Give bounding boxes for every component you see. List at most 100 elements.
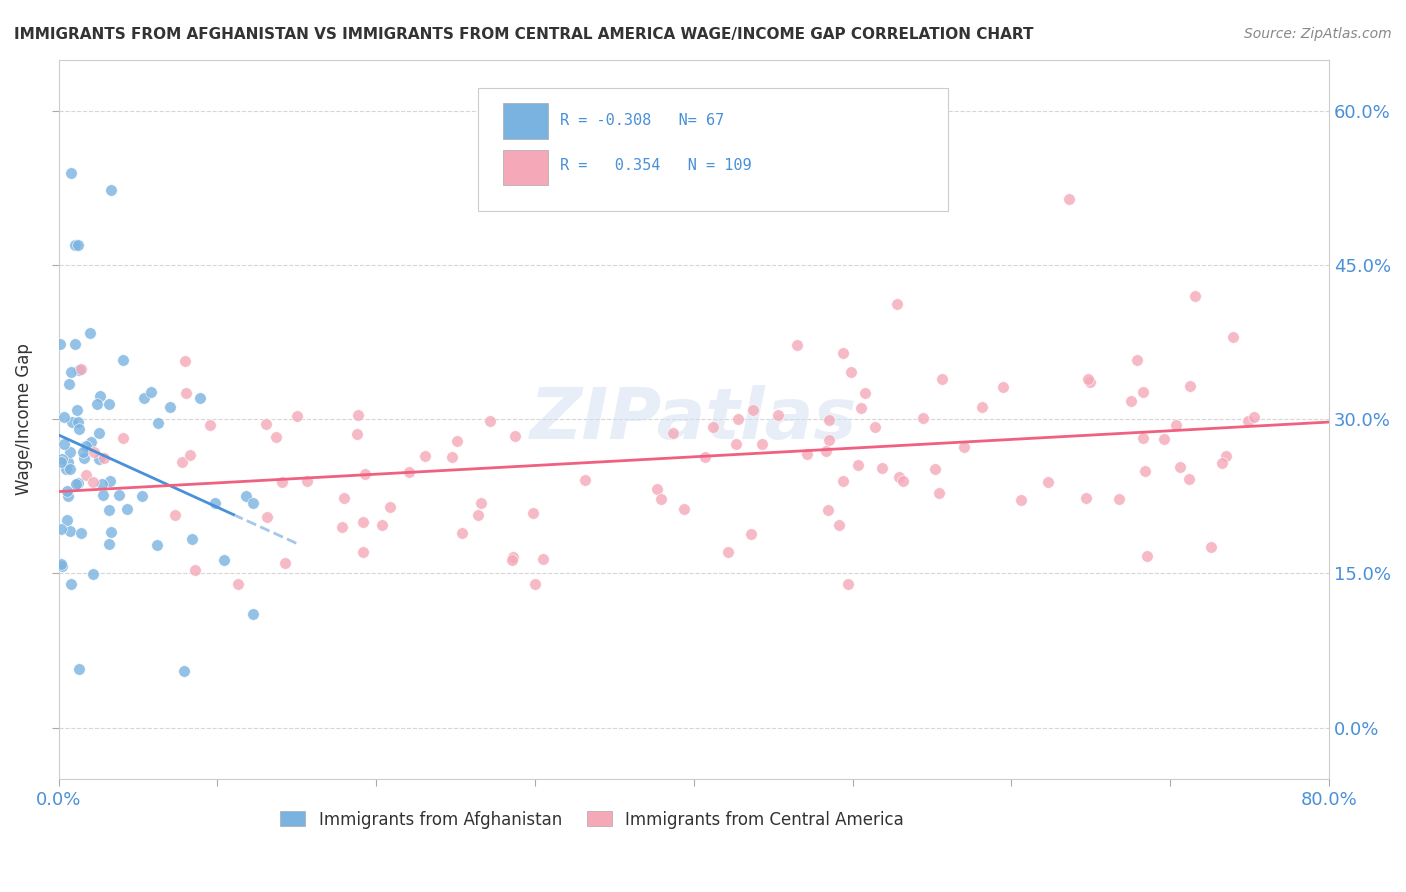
Point: [1178, 472, 1201, 486]
Point: [52, 437, 75, 451]
Point: [849, 401, 872, 415]
Point: [828, 518, 851, 533]
Point: [815, 444, 838, 458]
Point: [1136, 549, 1159, 563]
Point: [502, 553, 524, 567]
Point: [924, 461, 946, 475]
Point: [87, 452, 110, 467]
Text: R = -0.308   N= 67: R = -0.308 N= 67: [561, 113, 724, 128]
Point: [846, 458, 869, 473]
Point: [505, 428, 527, 442]
Point: [993, 380, 1015, 394]
Point: [79, 326, 101, 340]
Point: [1184, 289, 1206, 303]
Point: [1132, 385, 1154, 400]
Text: Source: ZipAtlas.com: Source: ZipAtlas.com: [1244, 27, 1392, 41]
Point: [163, 508, 186, 522]
Point: [702, 420, 724, 434]
Point: [1059, 192, 1081, 206]
Point: [174, 385, 197, 400]
Text: ZIPatlas: ZIPatlas: [530, 384, 858, 454]
Point: [1168, 460, 1191, 475]
Point: [98, 474, 121, 488]
Point: [911, 411, 934, 425]
Point: [1237, 414, 1260, 428]
Point: [181, 532, 204, 546]
Point: [1108, 492, 1130, 507]
Point: [93, 450, 115, 465]
Point: [887, 470, 910, 484]
Point: [371, 517, 394, 532]
Point: [796, 447, 818, 461]
Point: [352, 545, 374, 559]
Point: [451, 525, 474, 540]
Point: [650, 492, 672, 507]
Point: [59, 576, 82, 591]
Point: [274, 556, 297, 570]
Point: [179, 448, 201, 462]
Point: [80, 435, 103, 450]
Point: [198, 417, 221, 432]
Point: [66, 415, 89, 429]
Point: [1010, 492, 1032, 507]
Point: [66, 403, 89, 417]
Point: [235, 489, 257, 503]
Point: [817, 502, 839, 516]
Point: [173, 664, 195, 678]
Point: [479, 414, 502, 428]
Point: [98, 397, 121, 411]
Point: [446, 434, 468, 448]
Point: [1132, 431, 1154, 445]
Text: R =   0.354   N = 109: R = 0.354 N = 109: [561, 158, 752, 173]
FancyBboxPatch shape: [478, 88, 948, 211]
Point: [51, 558, 73, 573]
Point: [970, 400, 993, 414]
Legend: Immigrants from Afghanistan, Immigrants from Central America: Immigrants from Afghanistan, Immigrants …: [274, 804, 911, 835]
Point: [768, 408, 790, 422]
Point: [131, 490, 153, 504]
Point: [931, 372, 953, 386]
Point: [112, 432, 135, 446]
Point: [256, 510, 278, 524]
Point: [886, 297, 908, 311]
Point: [242, 496, 264, 510]
Point: [832, 474, 855, 488]
Point: [413, 449, 436, 463]
Point: [69, 662, 91, 676]
Point: [58, 377, 80, 392]
Point: [53, 409, 76, 424]
Point: [73, 450, 96, 465]
Point: [285, 409, 308, 423]
Point: [1178, 379, 1201, 393]
Point: [786, 338, 808, 352]
Point: [647, 482, 669, 496]
Point: [66, 237, 89, 252]
Point: [893, 475, 915, 489]
Point: [662, 426, 685, 441]
Point: [740, 526, 762, 541]
Point: [63, 237, 86, 252]
Point: [56, 489, 79, 503]
Point: [352, 515, 374, 529]
Point: [1080, 376, 1102, 390]
Point: [212, 553, 235, 567]
Point: [69, 525, 91, 540]
Point: [1222, 329, 1244, 343]
Point: [59, 462, 82, 476]
Point: [346, 427, 368, 442]
Point: [524, 576, 547, 591]
Point: [67, 363, 90, 377]
Point: [742, 403, 765, 417]
Bar: [503, 150, 548, 186]
Point: [1153, 432, 1175, 446]
Point: [59, 524, 82, 538]
Point: [145, 538, 167, 552]
Point: [928, 486, 950, 500]
Point: [97, 502, 120, 516]
Point: [67, 422, 90, 436]
Point: [89, 389, 111, 403]
Point: [1119, 393, 1142, 408]
Point: [751, 436, 773, 450]
Point: [522, 507, 544, 521]
Point: [724, 437, 747, 451]
